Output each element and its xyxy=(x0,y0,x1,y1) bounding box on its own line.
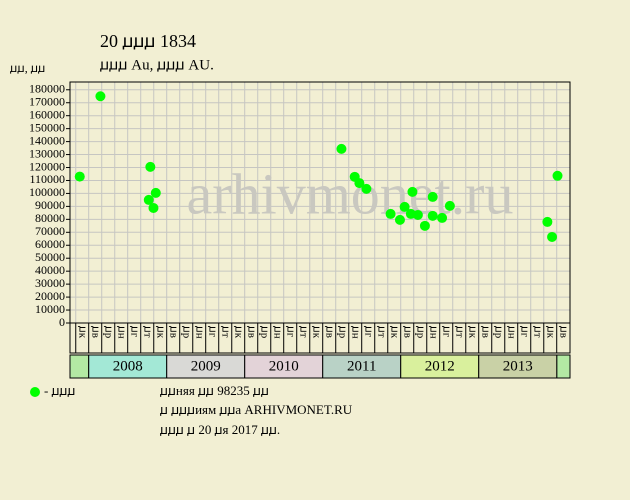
x-tick-label: ꙡн xyxy=(506,326,518,339)
x-tick-label: ꙡв xyxy=(168,326,180,338)
x-tick-label: ꙡт xyxy=(532,326,544,338)
x-tick-label: ꙡв xyxy=(558,326,570,338)
point xyxy=(444,200,455,211)
y-tick-label: 120000 xyxy=(29,159,65,173)
point xyxy=(437,212,448,223)
x-tick-label: ꙡк xyxy=(311,326,323,339)
point xyxy=(143,194,154,205)
point xyxy=(145,161,156,172)
year-label: 2009 xyxy=(191,358,221,374)
x-tick-label: ꙡв xyxy=(324,326,336,338)
chart-title: 20 ꙡꙡꙡ 1834 xyxy=(100,31,196,51)
x-tick-label: ꙡр xyxy=(337,326,349,339)
y-tick-label: 150000 xyxy=(29,120,65,134)
x-tick-label: ꙡр xyxy=(259,326,271,339)
year-label: 2010 xyxy=(269,358,299,374)
watermark: arhivmonet.ru xyxy=(187,161,514,226)
point xyxy=(427,210,438,221)
y-tick-label: 70000 xyxy=(35,224,65,238)
year-label: 2008 xyxy=(113,358,143,374)
point xyxy=(552,170,563,181)
y-tick-label: 160000 xyxy=(29,107,65,121)
y-tick-label: 140000 xyxy=(29,133,65,147)
x-tick-label: ꙡг xyxy=(285,326,297,338)
x-tick-label: ꙡк xyxy=(155,326,167,339)
x-tick-label: ꙡт xyxy=(454,326,466,338)
y-tick-label: 130000 xyxy=(29,146,65,160)
x-tick-label: ꙡк xyxy=(233,326,245,339)
x-tick-label: ꙡр xyxy=(103,326,115,339)
x-tick-label: ꙡн xyxy=(350,326,362,339)
x-tick-label: ꙡг xyxy=(519,326,531,338)
note: ꙡꙡняя ꙡꙡ 98235 ꙡꙡ xyxy=(160,383,269,398)
y-axis-label: ꙡꙡ, ꙡꙡ xyxy=(10,61,45,75)
point xyxy=(361,183,372,194)
point xyxy=(74,171,85,182)
point xyxy=(336,143,347,154)
y-tick-label: 80000 xyxy=(35,211,65,225)
x-tick-label: ꙡк xyxy=(77,326,89,339)
y-tick-label: 50000 xyxy=(35,250,65,264)
x-tick-label: ꙡн xyxy=(194,326,206,339)
x-tick-label: ꙡн xyxy=(428,326,440,339)
x-tick-label: ꙡт xyxy=(298,326,310,338)
legend-label: - ꙡꙡꙡ xyxy=(44,383,75,398)
y-tick-label: 60000 xyxy=(35,237,65,251)
y-tick-label: 40000 xyxy=(35,263,65,277)
point xyxy=(354,178,365,189)
point xyxy=(419,220,430,231)
y-tick-label: 180000 xyxy=(29,82,65,96)
point xyxy=(399,201,410,212)
note: ꙡꙡꙡ ꙡ 20 ꙡя 2017 ꙡꙡ. xyxy=(160,422,280,437)
point xyxy=(542,216,553,227)
chart-subtitle: ꙡꙡꙡ Au, ꙡꙡꙡ AU. xyxy=(100,57,214,73)
x-tick-label: ꙡв xyxy=(480,326,492,338)
x-tick-label: ꙡн xyxy=(116,326,128,339)
point xyxy=(547,231,558,242)
x-tick-label: ꙡр xyxy=(181,326,193,339)
y-tick-label: 30000 xyxy=(35,276,65,290)
y-tick-label: 110000 xyxy=(29,172,65,186)
year-label: 2012 xyxy=(425,358,455,374)
x-tick-label: ꙡн xyxy=(272,326,284,339)
year-label: 2011 xyxy=(347,358,376,374)
note: ꙡ ꙡꙡꙡиям ꙡꙡа ARHIVMONET.RU xyxy=(160,402,353,417)
y-tick-label: 170000 xyxy=(29,94,65,108)
x-tick-label: ꙡв xyxy=(90,326,102,338)
x-tick-label: ꙡт xyxy=(142,326,154,338)
y-tick-label: 90000 xyxy=(35,198,65,212)
y-tick-label: 100000 xyxy=(29,185,65,199)
y-tick-label: 20000 xyxy=(35,289,65,303)
label-strip xyxy=(69,322,571,354)
x-tick-label: ꙡг xyxy=(363,326,375,338)
x-tick-label: ꙡв xyxy=(246,326,258,338)
x-tick-label: ꙡт xyxy=(220,326,232,338)
point xyxy=(394,214,405,225)
year-band-edge xyxy=(69,354,90,379)
x-tick-label: ꙡк xyxy=(467,326,479,339)
point xyxy=(148,202,159,213)
x-tick-label: ꙡв xyxy=(402,326,414,338)
x-tick-label: ꙡк xyxy=(545,326,557,339)
x-tick-label: ꙡк xyxy=(389,326,401,339)
point xyxy=(412,209,423,220)
year-label: 2013 xyxy=(503,358,533,374)
x-tick-label: ꙡг xyxy=(129,326,141,338)
year-band-edge xyxy=(556,354,571,379)
x-tick-label: ꙡг xyxy=(207,326,219,338)
point xyxy=(95,91,106,102)
legend-marker xyxy=(30,387,40,397)
point xyxy=(407,186,418,197)
y-tick-label: 0 xyxy=(59,315,65,329)
point xyxy=(385,208,396,219)
x-tick-label: ꙡт xyxy=(376,326,388,338)
y-tick-label: 10000 xyxy=(35,302,65,316)
x-tick-label: ꙡр xyxy=(415,326,427,339)
point xyxy=(427,191,438,202)
point xyxy=(150,187,161,198)
year-band xyxy=(478,354,558,379)
x-tick-label: ꙡр xyxy=(493,326,505,339)
x-tick-label: ꙡг xyxy=(441,326,453,338)
